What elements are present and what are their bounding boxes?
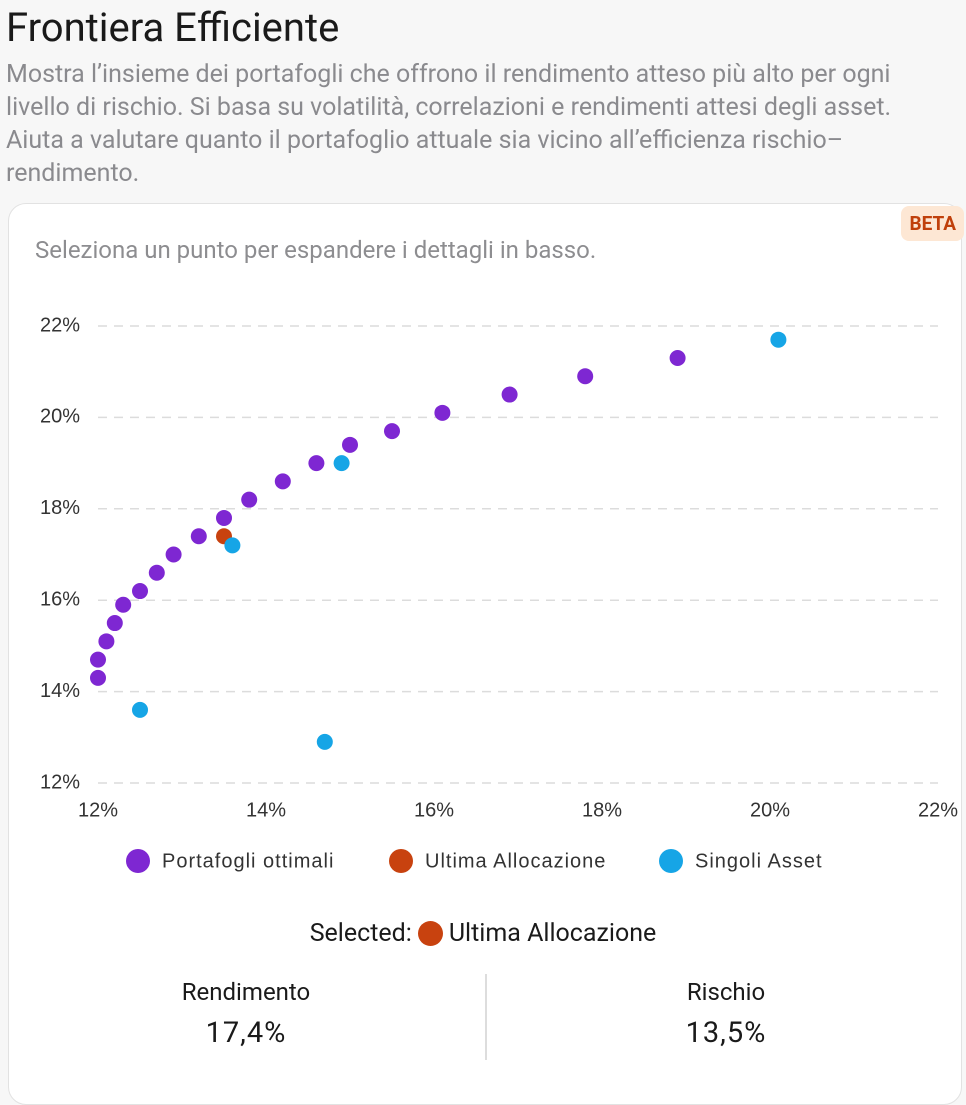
body: Frontiera Efficiente Mostra l’insieme de… <box>0 4 966 1105</box>
x-tick-label: 14% <box>246 799 286 821</box>
y-tick-label: 12% <box>40 771 80 793</box>
x-tick-label: 16% <box>414 799 454 821</box>
page: Frontiera Efficiente {"header": {"title"… <box>0 4 966 1105</box>
data-point[interactable] <box>132 701 148 718</box>
stat-value: 13,5% <box>685 1016 767 1050</box>
chart: 12% 14% 16% 18% 20% 22% 12% 14% 16% 18% 20% 22% Port… <box>40 314 958 873</box>
stat-label: Rischio <box>686 978 766 1006</box>
y-tick-label: 22% <box>40 314 80 336</box>
x-tick-label: 18% <box>582 799 622 821</box>
data-point[interactable] <box>106 615 123 632</box>
data-point[interactable] <box>501 386 518 403</box>
stat-label: Rendimento <box>181 978 311 1006</box>
data-point[interactable] <box>434 404 451 421</box>
selection-name: Ultima Allocazione <box>448 918 657 948</box>
divider <box>485 974 487 1060</box>
legend-label[interactable]: Ultima Allocazione <box>425 850 606 872</box>
page-title: Frontiera Efficiente <box>6 4 340 51</box>
legend-label[interactable]: Portafogli ottimali <box>162 850 334 872</box>
selection-dot <box>417 920 443 946</box>
stat-risk: Rischio 13,5% <box>486 978 966 1050</box>
data-point[interactable] <box>115 596 132 613</box>
data-point[interactable] <box>770 331 787 348</box>
data-point[interactable] <box>316 733 333 750</box>
data-point[interactable] <box>241 491 258 508</box>
data-point[interactable] <box>90 651 106 668</box>
x-tick-label: 20% <box>750 799 790 821</box>
data-point[interactable] <box>577 368 594 385</box>
y-tick-label: 20% <box>40 406 80 428</box>
legend-marker[interactable] <box>659 849 683 873</box>
legend-label[interactable]: Singoli Asset <box>695 850 823 872</box>
data-point[interactable] <box>274 473 291 490</box>
data-point[interactable] <box>90 669 106 686</box>
selection-row: Selected: Ultima Allocazione <box>0 918 966 948</box>
data-point[interactable] <box>333 455 350 472</box>
data-point[interactable] <box>98 633 115 650</box>
legend-marker[interactable] <box>389 849 413 873</box>
data-point[interactable] <box>342 436 358 453</box>
stat-return: Rendimento 17,4% <box>6 978 486 1050</box>
data-point[interactable] <box>224 537 241 554</box>
y-tick-label: 14% <box>40 680 80 702</box>
data-point[interactable] <box>384 423 400 440</box>
y-tick-label: 18% <box>40 497 80 519</box>
beta-badge: BETA <box>901 206 964 241</box>
legend-marker[interactable] <box>126 849 150 873</box>
selection-label: Selected: <box>309 918 412 948</box>
data-point[interactable] <box>132 583 148 600</box>
hint-text: Seleziona un punto per espandere i detta… <box>35 236 597 264</box>
data-point[interactable] <box>216 509 232 526</box>
y-tick-label: 16% <box>40 588 80 610</box>
data-point[interactable] <box>165 546 182 563</box>
data-point[interactable] <box>190 528 207 545</box>
x-tick-label: 22% <box>918 799 958 821</box>
data-point[interactable] <box>669 349 686 366</box>
data-point[interactable] <box>148 564 165 581</box>
page-description: Mostra l’insieme dei portafogli che offr… <box>6 60 892 188</box>
x-tick-label: 12% <box>78 799 118 821</box>
data-point[interactable] <box>308 455 325 472</box>
chart-card: BETA Seleziona un punto per espandere i … <box>8 203 964 1105</box>
stat-value: 17,4% <box>205 1016 287 1050</box>
